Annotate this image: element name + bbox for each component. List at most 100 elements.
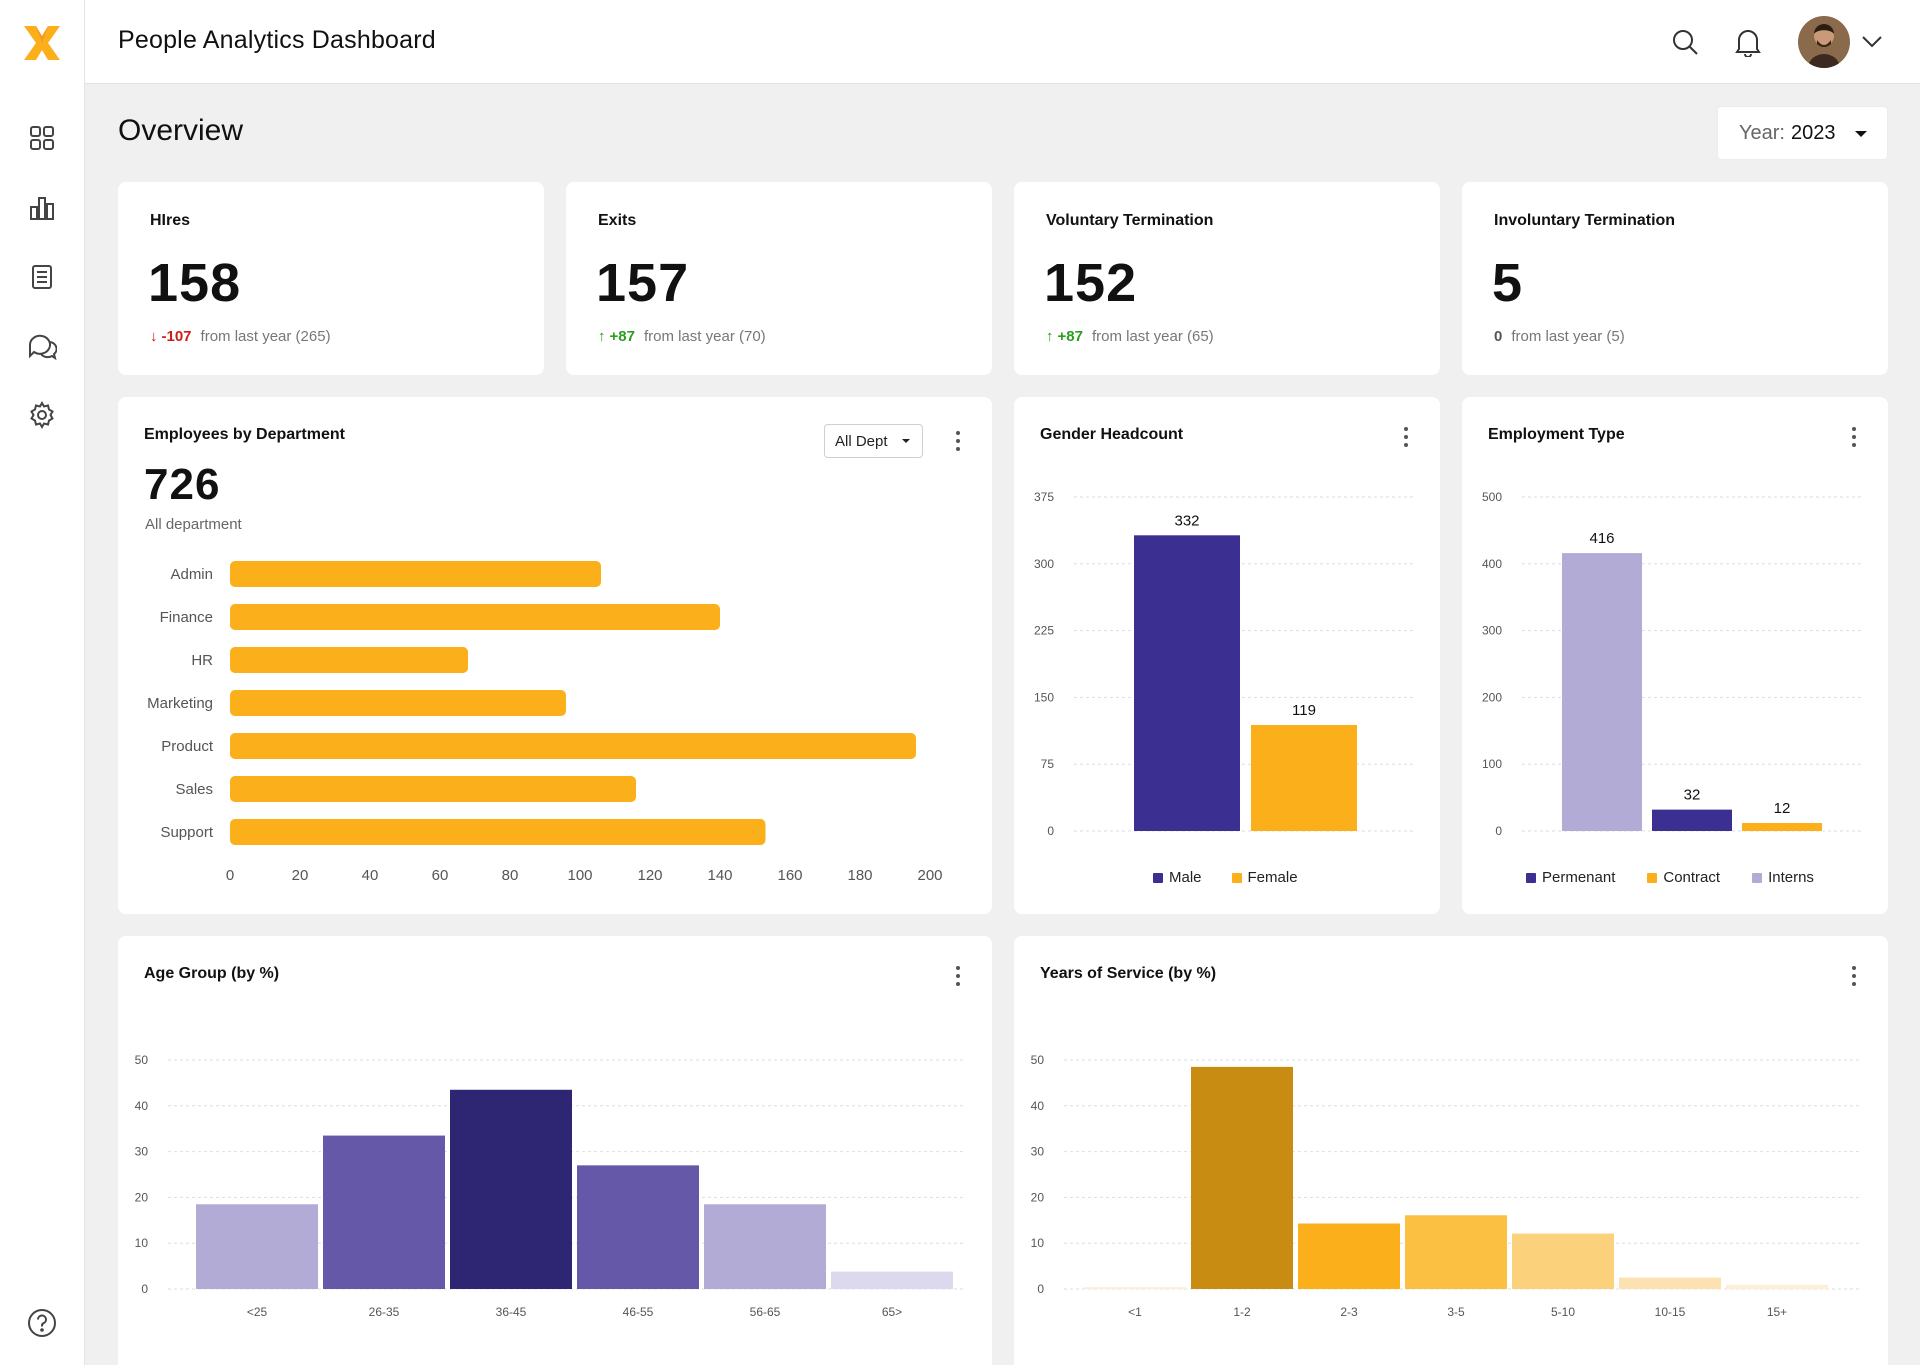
kpi-value: 158 (148, 253, 242, 313)
more-options-button[interactable] (948, 427, 968, 455)
kebab-dot (1852, 443, 1856, 447)
bar (1562, 553, 1642, 831)
kebab-dot (956, 431, 960, 435)
caret-down-icon (902, 439, 910, 443)
sidebar-item-documents[interactable] (26, 261, 58, 293)
year-select[interactable]: Year: 2023 (1717, 106, 1888, 160)
more-options-button[interactable] (1396, 423, 1416, 451)
gear-icon (30, 401, 54, 429)
years-of-service-card: Years of Service (by %) 0 10 20 30 40 50 <1 1-2… (1014, 936, 1888, 1365)
more-options-button[interactable] (1844, 962, 1864, 990)
bar (1619, 1277, 1721, 1289)
legend-label: Male (1169, 869, 1202, 886)
x-tick-label: 40 (362, 867, 379, 884)
kpi-delta-note: from last year (65) (1091, 328, 1214, 345)
data-label: 332 (1174, 512, 1199, 529)
kpi-delta-value: +87 (1057, 328, 1083, 345)
x-tick-label: 0 (226, 867, 234, 884)
y-tick-label: 225 (1034, 624, 1054, 638)
age-group-card: Age Group (by %) 0 10 20 30 40 50 <25 26-35 36-4… (118, 936, 992, 1365)
sidebar-item-settings[interactable] (26, 399, 58, 431)
employment-bar-chart: 0 100 200 300 400 500 416 32 12 (1482, 490, 1862, 837)
legend-label: Female (1247, 869, 1298, 886)
y-tick-label: HR (191, 652, 213, 669)
kebab-dot (1852, 435, 1856, 439)
y-tick-label: 30 (1031, 1145, 1045, 1159)
x-tick-label: 100 (567, 867, 592, 884)
chart-title: Years of Service (by %) (1040, 965, 1217, 982)
page-title: Overview (118, 114, 244, 147)
x-tick-label: 160 (777, 867, 802, 884)
kpi-title: Exits (598, 212, 637, 229)
app-logo[interactable] (24, 26, 60, 60)
document-icon (32, 265, 52, 289)
kpi-delta-note: from last year (70) (643, 328, 766, 345)
y-tick-label: Marketing (147, 695, 213, 712)
data-label: 32 (1684, 787, 1701, 804)
y-tick-label: 100 (1482, 757, 1502, 771)
search-button[interactable] (1667, 24, 1703, 60)
y-tick-label: 150 (1034, 690, 1054, 704)
app-title: People Analytics Dashboard (118, 26, 436, 54)
legend-label: Interns (1768, 869, 1814, 886)
y-tick-label: 20 (1031, 1190, 1045, 1204)
kpi-card-voluntary-termination: Voluntary Termination 152 ↑ +87 from las… (1014, 182, 1440, 375)
kebab-dot (1852, 966, 1856, 970)
chart-title: Age Group (by %) (144, 965, 280, 982)
sidebar-item-messages[interactable] (26, 330, 58, 362)
department-bar-chart: Admin Finance HR Marketing Product Sales Suppo… (147, 561, 943, 884)
x-tick-label: 200 (917, 867, 942, 884)
y-tick-label: 300 (1034, 557, 1054, 571)
user-avatar-image (1798, 16, 1850, 68)
x-tick-label: <1 (1128, 1305, 1142, 1319)
department-card: Employees by Department All Dept 726 All… (118, 397, 992, 914)
kebab-dot (956, 447, 960, 451)
gender-legend: Male Female (1153, 869, 1298, 886)
x-tick-label: 60 (432, 867, 449, 884)
more-options-button[interactable] (1844, 423, 1864, 451)
x-tick-label: 26-35 (369, 1305, 400, 1319)
kpi-value: 157 (596, 253, 690, 313)
bar-chart-icon (30, 197, 54, 220)
account-menu-toggle[interactable] (1858, 24, 1886, 60)
sidebar-item-reports[interactable] (26, 192, 58, 224)
bar (450, 1089, 572, 1289)
kebab-dot (1404, 443, 1408, 447)
y-tick-label: 0 (1495, 824, 1502, 837)
legend-item: Interns (1752, 869, 1814, 886)
kpi-card-hires: HIres 158 ↓ -107 from last year (265) (118, 182, 544, 375)
avatar[interactable] (1798, 16, 1850, 68)
arrow-down-icon: ↓ (150, 328, 158, 345)
bar (230, 690, 566, 716)
legend-swatch (1526, 872, 1536, 883)
legend-label: Permenant (1542, 869, 1616, 886)
more-options-button[interactable] (948, 962, 968, 990)
x-tick-label: 65> (882, 1305, 902, 1319)
bar (230, 819, 766, 845)
kebab-dot (1852, 974, 1856, 978)
legend-swatch (1647, 872, 1658, 883)
sidebar-item-dashboard[interactable] (26, 122, 58, 154)
legend-swatch (1153, 872, 1163, 883)
bar (1298, 1223, 1400, 1289)
x-tick-label: 1-2 (1233, 1305, 1251, 1319)
kebab-dot (1404, 435, 1408, 439)
legend-swatch (1752, 872, 1763, 883)
kebab-dot (956, 974, 960, 978)
legend-item: Male (1153, 869, 1202, 886)
bar (1652, 809, 1732, 831)
arrow-up-icon: ↑ (1046, 328, 1054, 345)
notifications-button[interactable] (1730, 24, 1766, 60)
bar (1726, 1284, 1828, 1289)
kpi-title: Involuntary Termination (1494, 212, 1676, 229)
department-filter-select[interactable]: All Dept (824, 424, 923, 458)
bar (230, 561, 601, 587)
bar (1742, 822, 1822, 831)
y-tick-label: 75 (1041, 757, 1055, 771)
help-icon[interactable] (26, 1307, 58, 1339)
kpi-delta-note: from last year (265) (200, 328, 331, 345)
dashboard-icon (30, 126, 54, 150)
top-header: People Analytics Dashboard (85, 0, 1920, 84)
bar (230, 776, 636, 802)
bar (230, 733, 916, 759)
